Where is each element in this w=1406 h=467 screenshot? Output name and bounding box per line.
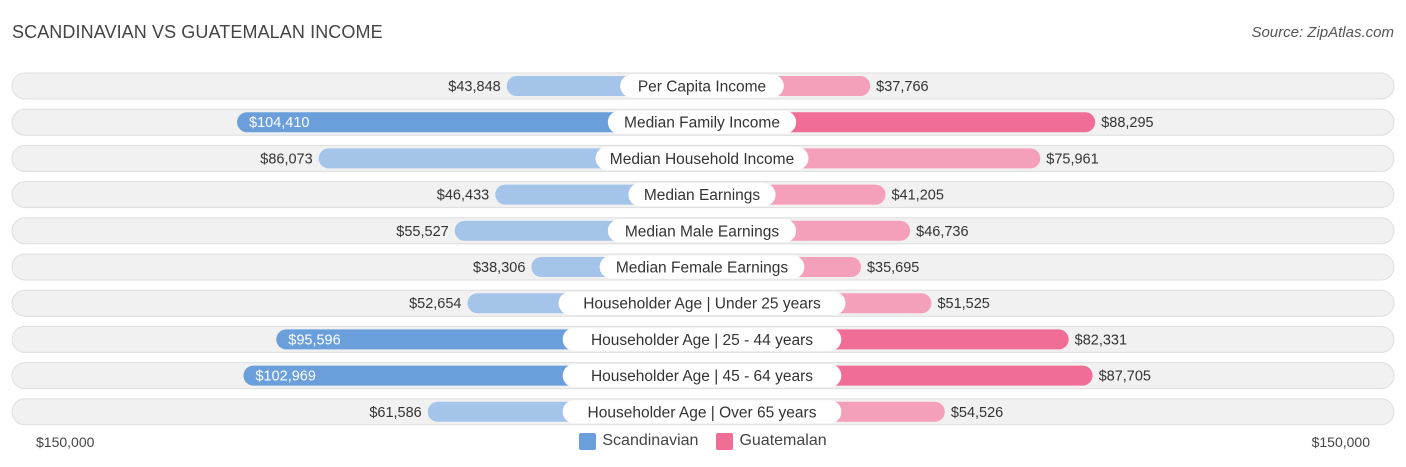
value-label-scandinavian: $102,969 [255, 369, 315, 385]
category-label: Per Capita Income [638, 79, 766, 96]
category-label-background [620, 74, 784, 98]
value-label-guatemalan: $46,736 [916, 224, 968, 240]
value-label-guatemalan: $87,705 [1099, 369, 1151, 385]
value-label-guatemalan: $82,331 [1075, 332, 1127, 348]
value-label-scandinavian: $95,596 [288, 332, 340, 348]
category-label: Householder Age | Under 25 years [583, 296, 821, 313]
bar-guatemalan [702, 112, 1096, 133]
value-label-scandinavian: $61,586 [369, 405, 421, 421]
value-label-guatemalan: $51,525 [937, 296, 989, 312]
value-label-scandinavian: $38,306 [473, 260, 525, 276]
chart-title: SCANDINAVIAN VS GUATEMALAN INCOME [12, 22, 383, 42]
category-label-background [607, 110, 797, 134]
legend-swatch-guatemalan [716, 432, 734, 450]
legend: Scandinavian Guatemalan [0, 432, 1406, 450]
category-label: Median Male Earnings [625, 223, 779, 240]
category-label-background [599, 255, 805, 279]
category-label: Median Earnings [644, 187, 761, 204]
category-label-background [562, 327, 842, 351]
value-label-guatemalan: $75,961 [1046, 151, 1098, 167]
value-label-scandinavian: $52,654 [409, 296, 461, 312]
category-label-background [595, 146, 809, 170]
category-label-background [607, 219, 797, 243]
category-label: Householder Age | Over 65 years [588, 404, 817, 421]
category-label: Median Family Income [624, 115, 780, 132]
category-label-background [628, 183, 776, 207]
category-label: Householder Age | 45 - 64 years [591, 368, 813, 385]
axis-label-right: $150,000 [1311, 434, 1370, 450]
legend-label-scandinavian: Scandinavian [602, 432, 699, 449]
value-label-guatemalan: $37,766 [876, 79, 928, 95]
value-label-scandinavian: $46,433 [437, 188, 489, 204]
legend-swatch-scandinavian [579, 432, 597, 450]
category-label-background [562, 364, 842, 388]
value-label-guatemalan: $35,695 [867, 260, 919, 276]
category-label-background [558, 291, 846, 315]
value-label-guatemalan: $54,526 [951, 405, 1003, 421]
value-label-guatemalan: $41,205 [891, 188, 943, 204]
value-label-scandinavian: $55,527 [396, 224, 448, 240]
axis-label-left: $150,000 [36, 434, 95, 450]
value-label-scandinavian: $86,073 [260, 151, 312, 167]
bar-scandinavian [237, 112, 702, 133]
value-label-scandinavian: $104,410 [249, 115, 309, 131]
legend-label-guatemalan: Guatemalan [739, 432, 827, 449]
category-label: Median Household Income [610, 151, 794, 168]
category-label: Median Female Earnings [616, 260, 789, 277]
legend-item-guatemalan[interactable]: Guatemalan [716, 432, 827, 450]
category-label-background [562, 400, 842, 424]
legend-item-scandinavian[interactable]: Scandinavian [579, 432, 698, 450]
value-label-guatemalan: $88,295 [1101, 115, 1153, 131]
value-label-scandinavian: $43,848 [448, 79, 500, 95]
category-label: Householder Age | 25 - 44 years [591, 332, 813, 349]
source-label: Source: ZipAtlas.com [1251, 24, 1394, 41]
